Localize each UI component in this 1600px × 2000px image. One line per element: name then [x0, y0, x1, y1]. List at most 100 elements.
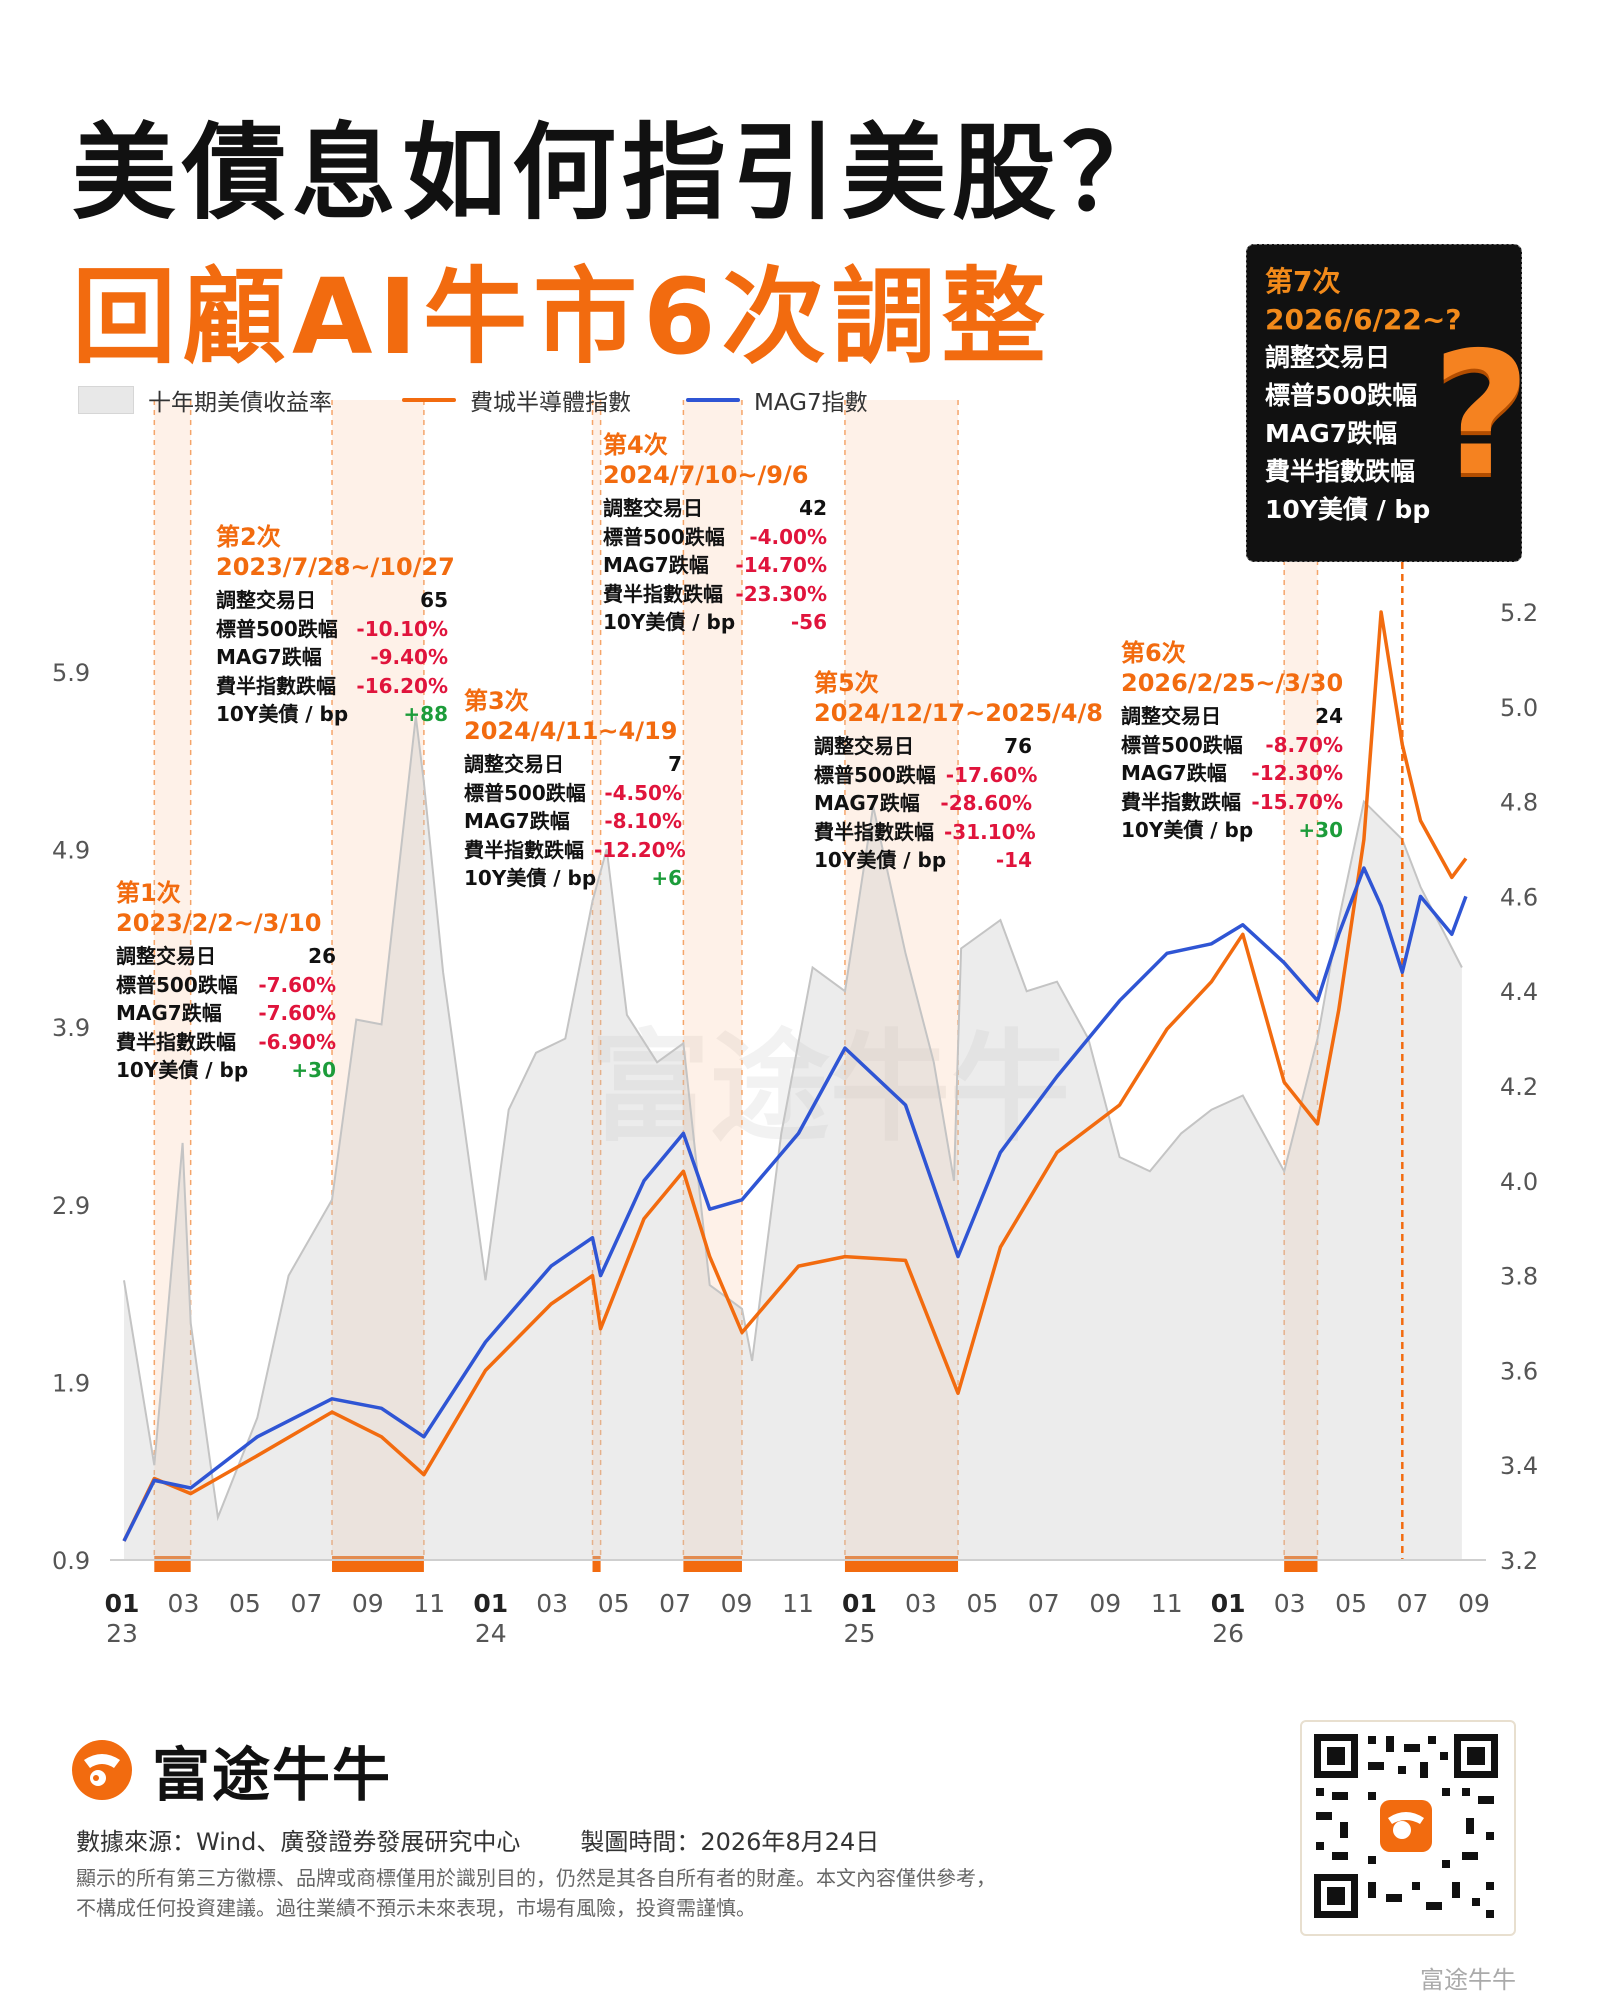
page-subtitle: 回顧AI牛市6次調整: [72, 256, 1052, 378]
legend-label: 費城半導體指數: [470, 390, 631, 416]
legend-mag7: MAG7指數: [686, 380, 868, 420]
label-sox: 費半指數跌幅: [603, 581, 723, 606]
y-right-tick-label: 5.2: [1500, 599, 1538, 627]
source-text: 數據來源：Wind、廣發證券發展研究中心: [76, 1828, 521, 1856]
series-yield-line: [123, 716, 1463, 1522]
x-tick-label: 01: [473, 1589, 508, 1618]
x-tick-label: 03: [905, 1589, 937, 1618]
x-tick-year-label: 25: [844, 1619, 876, 1648]
value-sp500: -4.50%: [604, 780, 682, 805]
label-sox: 費半指數跌幅: [116, 1029, 236, 1054]
annotation-range: 2023/2/2~/3/10: [116, 909, 322, 937]
x-tick-label: 05: [598, 1589, 630, 1618]
value-yield: -14: [995, 848, 1032, 872]
x-tick-label: 07: [290, 1589, 322, 1618]
series-sox-line: [122, 610, 1468, 1542]
label-days: 調整交易日: [814, 734, 914, 758]
value-mag7: -7.60%: [258, 1001, 336, 1025]
annotation-range: 2024/4/11~4/19: [464, 717, 678, 745]
series-mag7-line: [122, 866, 1468, 1542]
value-yield: -56: [790, 610, 827, 634]
label-sox: 費半指數跌幅: [1121, 789, 1241, 814]
x-tick-label: 09: [721, 1589, 753, 1618]
label-mag7: MAG7跌幅: [116, 1001, 222, 1025]
next-correction-row: MAG7跌幅: [1265, 419, 1398, 448]
label-mag7: MAG7跌幅: [464, 809, 570, 833]
legend-label: MAG7指數: [754, 390, 868, 416]
label-mag7: MAG7跌幅: [814, 791, 920, 815]
annotation-5: 第5次 2024/12/17~2025/4/8 調整交易日 76 標普500跌幅 -…: [814, 668, 1103, 875]
label-days: 調整交易日: [216, 588, 316, 612]
annotation-range: 2024/12/17~2025/4/8: [814, 699, 1103, 727]
annotation-3: 第3次 2024/4/11~4/19 調整交易日 7 標普500跌幅 -4.50% …: [464, 686, 686, 893]
x-tick-label: 03: [536, 1589, 568, 1618]
annotation-range: 2024/7/10~/9/6: [603, 461, 809, 489]
correction-bar-3: [592, 1556, 601, 1572]
next-correction-row: 標普500跌幅: [1265, 381, 1418, 410]
label-sp500: 標普500跌幅: [603, 524, 725, 549]
annotation-1: 第1次 2023/2/2~/3/10 調整交易日 26 標普500跌幅 -7.60%…: [116, 878, 336, 1085]
x-tick-label: 05: [1335, 1589, 1367, 1618]
annotation-title: 第1次: [116, 879, 181, 907]
legend-sox: 費城半導體指數: [402, 380, 631, 420]
x-tick-label: 09: [352, 1589, 384, 1618]
label-sox: 費半指數跌幅: [464, 837, 584, 862]
value-mag7: -9.40%: [370, 645, 448, 669]
value-yield: +6: [651, 866, 682, 890]
value-days: 7: [668, 752, 682, 776]
y-left-tick-label: 2.9: [52, 1192, 90, 1220]
x-tick-label: 07: [659, 1589, 691, 1618]
x-tick-label: 11: [782, 1589, 814, 1618]
value-sox: -23.30%: [735, 581, 827, 606]
label-days: 調整交易日: [116, 944, 216, 968]
annotation-range: 2026/2/25~/3/30: [1121, 669, 1344, 697]
value-sp500: -7.60%: [258, 972, 336, 997]
label-days: 調整交易日: [603, 496, 703, 520]
next-correction-row: 費半指數跌幅: [1265, 457, 1416, 486]
next-correction-row: 調整交易日: [1265, 343, 1391, 372]
futu-logo-icon: [72, 1740, 132, 1800]
annotation-4: 第4次 2024/7/10~/9/6 調整交易日 42 標普500跌幅 -4.00%…: [603, 430, 827, 637]
corner-watermark: 富途牛牛: [1420, 1966, 1516, 1994]
value-sox: -15.70%: [1251, 789, 1343, 814]
question-mark-icon: ?: [1432, 316, 1531, 514]
value-yield: +30: [1298, 818, 1343, 842]
x-tick-label: 03: [1274, 1589, 1306, 1618]
label-days: 調整交易日: [1121, 704, 1221, 728]
value-sox: -6.90%: [258, 1029, 336, 1054]
y-right-tick-label: 3.2: [1500, 1547, 1538, 1575]
value-sox: -12.20%: [594, 837, 686, 862]
label-sp500: 標普500跌幅: [116, 972, 238, 997]
legend-yield: 十年期美債收益率: [78, 380, 332, 420]
qr-code-icon: [1314, 1734, 1498, 1918]
qr-code[interactable]: [1300, 1720, 1516, 1936]
value-sp500: -8.70%: [1265, 732, 1343, 757]
y-left-tick-label: 4.9: [52, 837, 90, 865]
correction-band-4: [683, 400, 742, 1560]
disclaimer-line-2: 不構成任何投資建議。過往業績不預示未來表現，市場有風險，投資需謹慎。: [76, 1896, 756, 1920]
correction-band-3: [592, 400, 601, 1560]
value-sp500: -17.60%: [945, 762, 1038, 787]
y-left-tick-label: 1.9: [52, 1369, 90, 1397]
y-left-tick-label: 3.9: [52, 1014, 90, 1042]
legend-label: 十年期美債收益率: [148, 390, 332, 416]
x-tick-label: 05: [966, 1589, 998, 1618]
label-days: 調整交易日: [464, 752, 564, 776]
annotation-range: 2023/7/28~/10/27: [216, 553, 455, 581]
x-tick-label: 11: [413, 1589, 445, 1618]
label-yield: 10Y美債 / bp: [603, 610, 736, 634]
value-sox: -31.10%: [944, 819, 1036, 844]
value-yield: +30: [291, 1058, 336, 1082]
value-sox: -16.20%: [356, 673, 448, 698]
annotation-title: 第4次: [603, 431, 668, 459]
value-days: 24: [1315, 704, 1343, 728]
y-left-tick-label: 5.9: [52, 659, 90, 687]
value-days: 65: [420, 588, 448, 612]
brand-name: 富途牛牛: [152, 1741, 393, 1809]
y-right-tick-label: 3.8: [1500, 1263, 1538, 1291]
y-left-tick-label: 0.9: [52, 1547, 90, 1575]
annotation-title: 第2次: [216, 523, 281, 551]
value-mag7: -14.70%: [735, 553, 827, 577]
y-right-tick-label: 3.6: [1500, 1357, 1538, 1385]
